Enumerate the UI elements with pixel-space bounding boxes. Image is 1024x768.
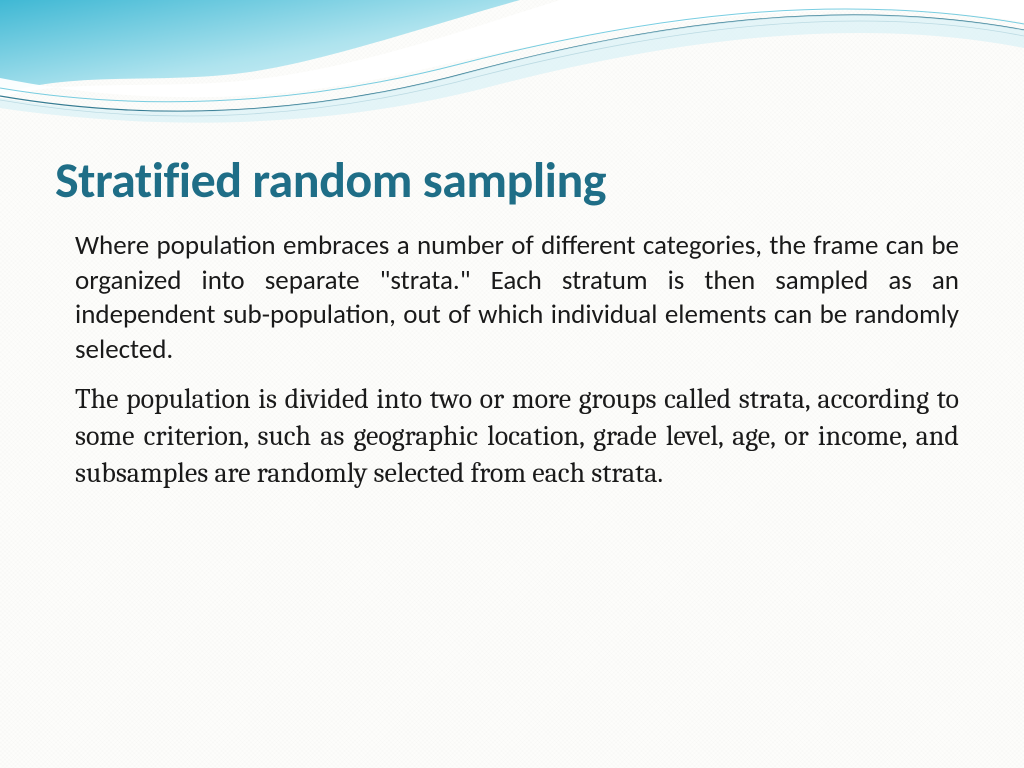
slide-title: Stratified random sampling xyxy=(55,150,969,211)
slide-paragraph-1: Where population embraces a number of di… xyxy=(55,229,969,367)
slide-paragraph-2: The population is divided into two or mo… xyxy=(55,381,969,492)
slide-content: Stratified random sampling Where populat… xyxy=(0,0,1024,492)
